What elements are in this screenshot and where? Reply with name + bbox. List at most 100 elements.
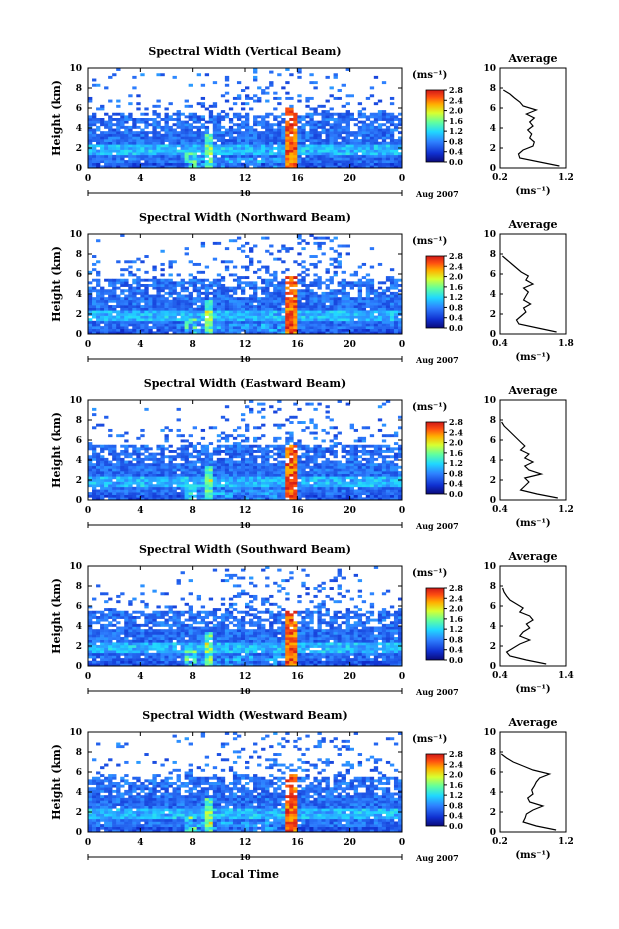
heatmap-cell: [172, 149, 177, 153]
heatmap-cell: [361, 152, 367, 156]
heatmap-cell: [120, 468, 125, 472]
heatmap-cell: [381, 112, 387, 116]
heatmap-cell: [200, 315, 206, 319]
heatmap-cell: [140, 297, 145, 301]
heatmap-cell: [188, 302, 193, 306]
heatmap-cell: [317, 104, 322, 108]
heatmap-cell: [313, 141, 318, 145]
heatmap-cell: [345, 315, 350, 319]
heatmap-cell: [341, 473, 346, 477]
heatmap-cell: [196, 478, 202, 482]
heatmap-cell: [341, 297, 346, 301]
heatmap-cell: [325, 310, 330, 314]
heatmap-cell: [245, 315, 250, 319]
heatmap-cell: [261, 136, 266, 140]
heatmap-cell: [385, 492, 391, 496]
heatmap-cell: [136, 299, 141, 303]
heatmap-cell: [245, 484, 250, 488]
heatmap-cell: [305, 484, 310, 488]
heatmap-cell: [257, 133, 262, 137]
heatmap-cell: [176, 154, 181, 158]
heatmap-cell: [333, 136, 338, 140]
heatmap-cell: [373, 310, 379, 314]
heatmap-cell: [341, 149, 346, 153]
heatmap-cell: [297, 421, 302, 424]
heatmap-cell: [236, 494, 242, 498]
heatmap-cell: [144, 312, 149, 316]
heatmap-cell: [377, 291, 383, 295]
heatmap-cell: [136, 154, 141, 158]
heatmap-cell: [204, 278, 210, 282]
y-axis-label: Height (km): [50, 246, 63, 322]
x-tick-label: 12: [239, 340, 252, 350]
heatmap-cell: [116, 318, 121, 322]
heatmap-cell: [321, 492, 326, 496]
heatmap-cell: [164, 471, 169, 474]
heatmap-cell: [353, 160, 359, 164]
heatmap-cell: [204, 450, 210, 453]
heatmap-cell: [305, 120, 310, 124]
heatmap-cell: [253, 331, 258, 335]
heatmap-cell: [329, 481, 334, 485]
heatmap-cell: [345, 444, 350, 448]
heatmap-cell: [228, 310, 234, 314]
heatmap-cell: [152, 471, 157, 474]
heatmap-cell: [164, 478, 169, 482]
heatmap-cell: [192, 278, 197, 282]
heatmap-cell: [281, 152, 286, 156]
heatmap-cell: [377, 320, 383, 324]
heatmap-cell: [341, 294, 346, 298]
heatmap-cell: [325, 112, 330, 116]
heatmap-cell: [184, 307, 189, 311]
heatmap-cell: [301, 305, 306, 308]
heatmap-cell: [148, 497, 153, 501]
heatmap-cell: [337, 494, 342, 498]
heatmap-cell: [333, 144, 338, 148]
heatmap-cell: [305, 149, 310, 153]
heatmap-cell: [140, 260, 145, 264]
heatmap-cell: [156, 136, 161, 140]
heatmap-cell: [381, 160, 387, 164]
heatmap-cell: [337, 486, 342, 490]
heatmap-cell: [192, 149, 197, 153]
heatmap-cell: [224, 299, 230, 303]
heatmap-cell: [104, 463, 109, 467]
heatmap-cell: [92, 133, 97, 137]
heatmap-cell: [112, 112, 117, 116]
heatmap-cell: [208, 457, 214, 461]
heatmap-cell: [224, 78, 230, 82]
heatmap-cell: [92, 268, 97, 272]
heatmap-cell: [377, 110, 383, 114]
heatmap-cell: [108, 305, 113, 308]
heatmap-cell: [361, 481, 367, 485]
heatmap-cell: [301, 291, 306, 295]
heatmap-cell: [180, 302, 185, 306]
heatmap-cell: [236, 484, 242, 488]
heatmap-cell: [337, 125, 342, 129]
heatmap-cell: [365, 146, 371, 150]
heatmap-cell: [196, 494, 202, 498]
heatmap-cell: [152, 284, 157, 287]
heatmap-cell: [293, 294, 298, 298]
heatmap-cell: [353, 450, 359, 453]
heatmap-cell: [208, 494, 214, 498]
heatmap-cell: [104, 331, 109, 335]
heatmap-cell: [365, 310, 371, 314]
heatmap-cell: [144, 310, 149, 314]
heatmap-cell: [164, 318, 169, 322]
heatmap-cell: [228, 139, 234, 142]
heatmap-cell: [208, 305, 214, 308]
heatmap-cell: [172, 476, 177, 480]
heatmap-cell: [140, 305, 145, 308]
heatmap-cell: [317, 146, 322, 150]
heatmap-cell: [337, 326, 342, 330]
heatmap-cell: [353, 144, 359, 148]
heatmap-cell: [208, 315, 214, 319]
heatmap-cell: [277, 286, 282, 290]
heatmap-cell: [224, 312, 230, 316]
heatmap-cell: [104, 157, 109, 161]
heatmap-cell: [313, 162, 318, 166]
heatmap-cell: [361, 315, 367, 319]
heatmap-cell: [208, 165, 214, 169]
heatmap-cell: [349, 152, 354, 156]
